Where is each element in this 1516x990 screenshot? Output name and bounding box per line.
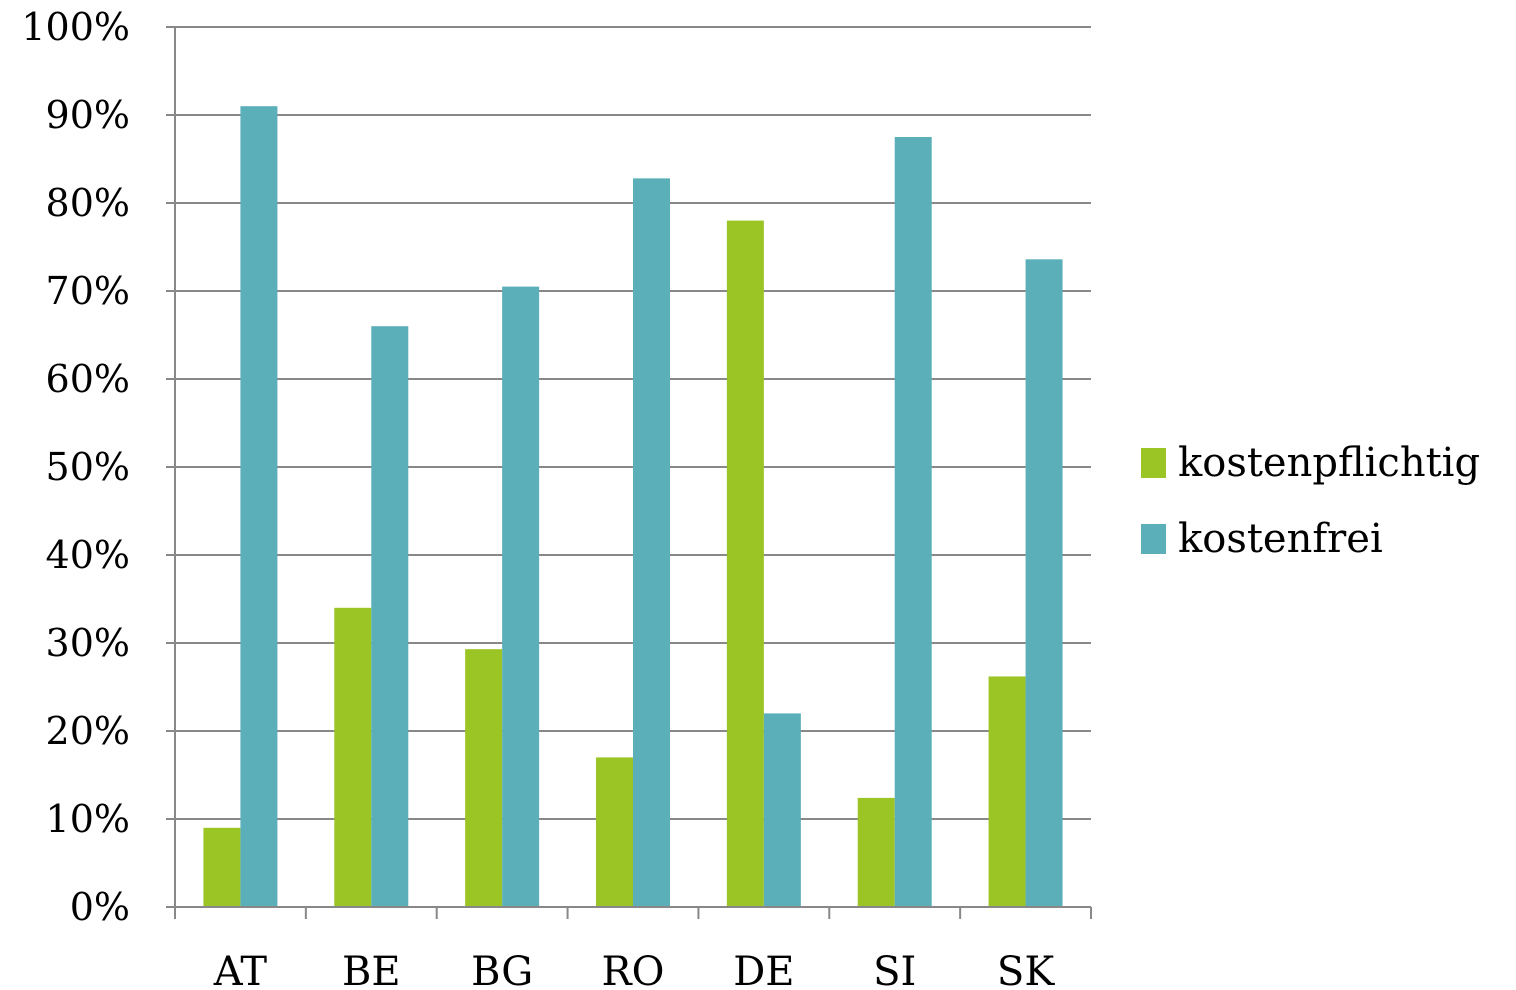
- bar-kostenfrei-AT: [240, 106, 278, 907]
- bar-kostenpflichtig-AT: [203, 827, 241, 907]
- x-category-label: RO: [602, 949, 665, 990]
- x-category-label: AT: [213, 949, 268, 990]
- legend-label: kostenpflichtig: [1178, 440, 1480, 486]
- bar-kostenfrei-DE: [763, 713, 801, 907]
- y-tick-label: 20%: [46, 709, 130, 753]
- legend-label: kostenfrei: [1178, 516, 1383, 562]
- bar-kostenfrei-SK: [1025, 259, 1063, 907]
- y-tick-label: 70%: [46, 269, 130, 313]
- legend-swatch: [1141, 524, 1166, 554]
- bar-kostenfrei-BE: [371, 326, 409, 907]
- x-category-label: BE: [342, 949, 401, 990]
- x-axis-category-labels: AT BE BG RO DE SI SK: [213, 949, 1056, 990]
- legend-swatch: [1141, 448, 1166, 478]
- bar-kostenpflichtig-RO: [596, 757, 633, 907]
- y-tick-label: 0%: [70, 885, 130, 929]
- y-tick-label: 50%: [46, 445, 130, 489]
- bar-kostenpflichtig-DE: [726, 220, 764, 908]
- y-tick-label: 30%: [46, 621, 130, 665]
- y-tick-label: 40%: [46, 533, 130, 577]
- y-tick-label: 60%: [46, 357, 130, 401]
- x-category-label: SK: [997, 949, 1055, 990]
- bar-kostenpflichtig-BE: [334, 607, 372, 907]
- bar-kostenpflichtig-SI: [857, 797, 895, 907]
- bar-kostenpflichtig-SK: [988, 676, 1026, 907]
- legend: kostenpflichtig kostenfrei: [1141, 440, 1480, 562]
- bar-kostenpflichtig-BG: [465, 649, 503, 907]
- bar-kostenfrei-RO: [633, 178, 670, 908]
- x-category-label: DE: [733, 949, 794, 990]
- x-category-label: SI: [873, 949, 916, 990]
- y-axis-tick-labels: 0% 10% 20% 30% 40% 50% 60% 70% 80% 90% 100%: [21, 5, 130, 929]
- y-tick-label: 10%: [46, 797, 130, 841]
- axes: [166, 26, 1092, 919]
- y-tick-label: 100%: [21, 5, 130, 49]
- bar-kostenfrei-BG: [502, 286, 540, 908]
- y-tick-label: 90%: [46, 93, 130, 137]
- bars: [203, 106, 1063, 908]
- bar-kostenfrei-SI: [894, 137, 932, 907]
- y-tick-label: 80%: [46, 181, 130, 225]
- x-category-label: BG: [471, 949, 533, 990]
